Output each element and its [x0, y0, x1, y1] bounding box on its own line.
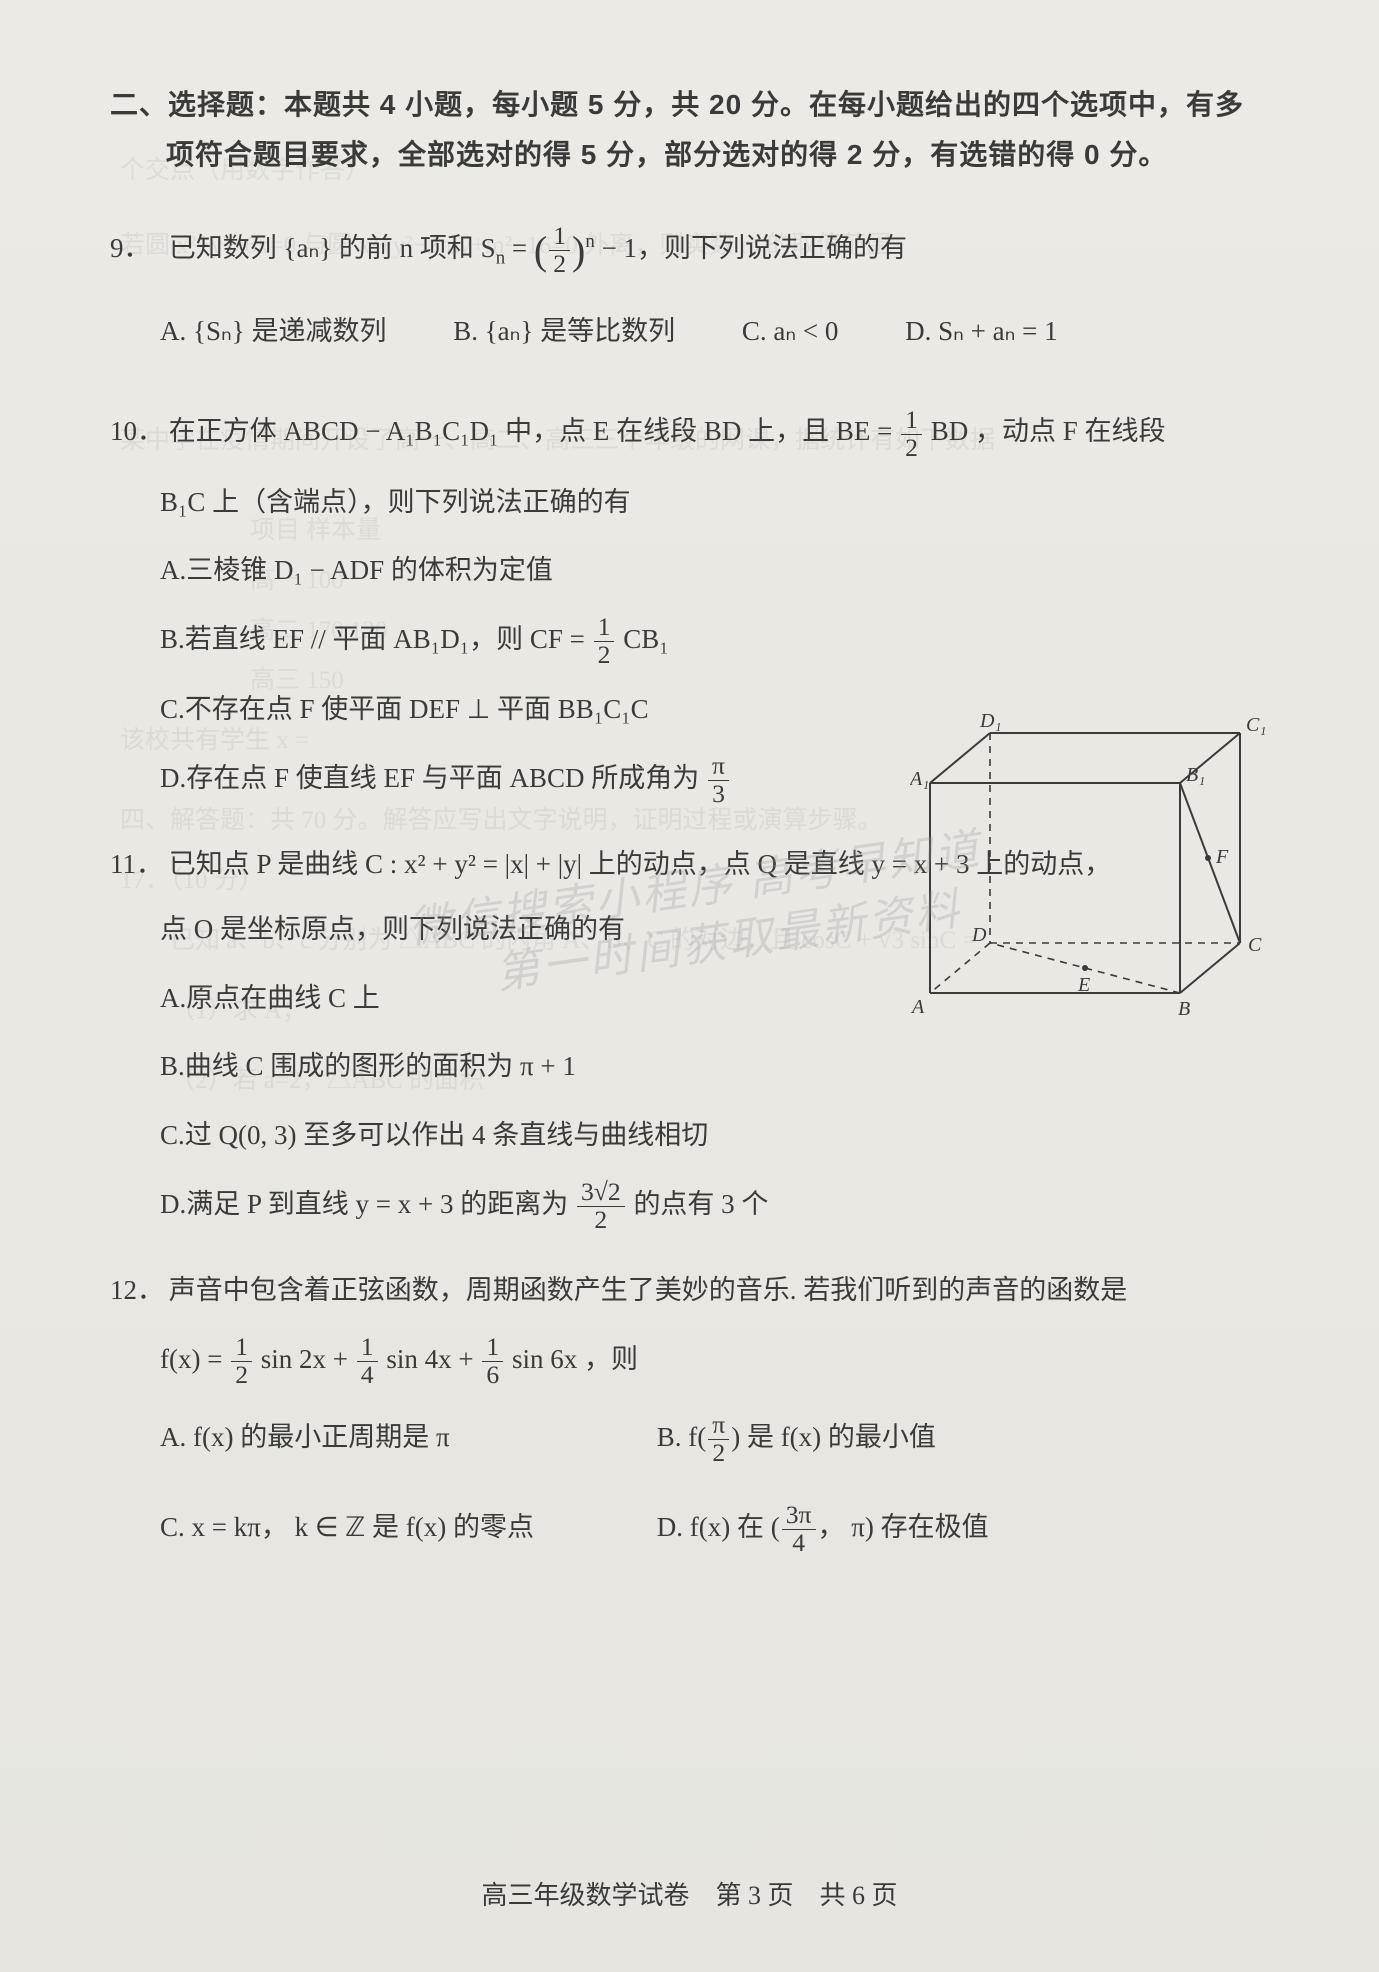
q9-rparen: ) [572, 228, 585, 273]
q10-optD-a: D.存在点 F 使直线 EF 与平面 ABCD 所成角为 [160, 763, 706, 793]
q9-option-d: D. Sₙ + aₙ = 1 [905, 303, 1057, 360]
cube-label-B: B [1178, 998, 1190, 1020]
q10-optB-frac-den: 2 [594, 642, 615, 669]
cube-point-E [1082, 965, 1088, 971]
q12-optB-frac-num: π [708, 1412, 729, 1440]
cube-label-D1: D₁ [979, 713, 1001, 732]
heading-line-2: 项符合题目要求，全部选对的得 5 分，部分选对的得 2 分，有选错的得 0 分。 [166, 139, 1167, 170]
q9-stem-pre: 已知数列 {aₙ} 的前 n 项和 S [169, 233, 496, 263]
q12-option-a: A. f(x) 的最小正周期是 π [160, 1409, 590, 1466]
q12-t2-sin: sin 4x + [380, 1344, 481, 1374]
q9-eq: = [505, 233, 534, 263]
q10-optB-a: B.若直线 EF // 平面 AB₁D₁，则 CF = [160, 624, 592, 654]
q12-t3-den: 6 [482, 1362, 503, 1389]
cube-svg: D₁ C₁ A₁ B₁ A B C D E F [910, 713, 1270, 1033]
q12-t3-frac: 16 [482, 1334, 503, 1389]
q9-frac-den: 2 [549, 251, 570, 278]
q12-t3-sin: sin 6x ，则 [505, 1344, 638, 1374]
q9-options: A. {Sₙ} 是递减数列 B. {aₙ} 是等比数列 C. aₙ < 0 D.… [160, 303, 1270, 376]
q12-number: 12． [110, 1262, 162, 1319]
q12-option-d: D. f(x) 在 (3π4， π) 存在极值 [657, 1499, 989, 1557]
q12-t2-num: 1 [357, 1334, 378, 1362]
q12-options-row1: A. f(x) 的最小正周期是 π B. f(π2) 是 f(x) 的最小值 [160, 1409, 1270, 1483]
q10-optD-frac-den: 3 [708, 781, 729, 808]
q12-t3-num: 1 [482, 1334, 503, 1362]
q10-option-b: B.若直线 EF // 平面 AB₁D₁，则 CF = 12 CB₁ [160, 611, 1270, 669]
q12-optB-frac: π2 [708, 1412, 729, 1467]
q10-option-a: A.三棱锥 D₁ − ADF 的体积为定值 [160, 542, 1270, 599]
q10-frac1-num: 1 [901, 407, 922, 435]
q11-optD-frac: 3√22 [577, 1179, 625, 1234]
q10-optB-frac: 12 [594, 614, 615, 669]
q9-frac: 12 [549, 223, 570, 278]
q9-exp-n: n [585, 231, 594, 252]
q10-frac1: 12 [901, 407, 922, 462]
cube-point-F [1205, 855, 1211, 861]
q12-t2-frac: 14 [357, 1334, 378, 1389]
cube-label-F: F [1215, 846, 1229, 868]
cube-label-C1: C₁ [1246, 714, 1266, 736]
q12-options-row2: C. x = kπ， k ∈ ℤ 是 f(x) 的零点 D. f(x) 在 (3… [160, 1499, 1270, 1573]
q12-optD-frac-den: 4 [782, 1530, 816, 1557]
q12-optD-frac-num: 3π [782, 1502, 816, 1530]
q9-option-c: C. aₙ < 0 [742, 303, 838, 360]
q11-optD-a: D.满足 P 到直线 y = x + 3 的距离为 [160, 1189, 575, 1219]
q10-frac1-den: 2 [901, 435, 922, 462]
cube-label-D: D [971, 924, 987, 946]
q10-stem-l1b: BD ，动点 F 在线段 [924, 416, 1166, 446]
question-10: 10． 在正方体 ABCD − A₁B₁C₁D₁ 中，点 E 在线段 BD 上，… [110, 403, 1270, 808]
q10-stem-l1: 在正方体 ABCD − A₁B₁C₁D₁ 中，点 E 在线段 BD 上，且 BE… [169, 416, 1166, 446]
q12-t2-den: 4 [357, 1362, 378, 1389]
q9-option-b: B. {aₙ} 是等比数列 [453, 303, 675, 360]
q12-option-c: C. x = kπ， k ∈ ℤ 是 f(x) 的零点 [160, 1499, 590, 1556]
question-9: 9． 已知数列 {aₙ} 的前 n 项和 Sn = (12)n − 1，则下列说… [110, 209, 1270, 376]
q9-number: 9． [110, 220, 162, 277]
q9-stem-post: − 1，则下列说法正确的有 [595, 233, 907, 263]
q12-optD-b: ， π) 存在极值 [818, 1512, 989, 1542]
q12-t1-frac: 12 [231, 1334, 252, 1389]
q12-fx-lhs: f(x) = [160, 1344, 229, 1374]
q10-stem-l1a: 在正方体 ABCD − A₁B₁C₁D₁ 中，点 E 在线段 BD 上，且 BE… [169, 416, 899, 446]
q10-optD-frac: π3 [708, 753, 729, 808]
q12-t1-num: 1 [231, 1334, 252, 1362]
q10-optB-frac-num: 1 [594, 614, 615, 642]
q10-optB-b: CB₁ [616, 624, 668, 654]
q11-option-b: B.曲线 C 围成的图形的面积为 π + 1 [160, 1038, 1270, 1095]
q9-frac-num: 1 [549, 223, 570, 251]
heading-line-1: 二、选择题：本题共 4 小题，每小题 5 分，共 20 分。在每小题给出的四个选… [110, 89, 1244, 120]
q12-optB-frac-den: 2 [708, 1440, 729, 1467]
q9-option-a: A. {Sₙ} 是递减数列 [160, 303, 386, 360]
q12-optD-a: D. f(x) 在 ( [657, 1512, 780, 1542]
exam-page: 二、选择题：本题共 4 小题，每小题 5 分，共 20 分。在每小题给出的四个选… [110, 80, 1270, 1573]
q11-number: 11． [110, 836, 162, 893]
q10-number: 10． [110, 403, 162, 460]
q12-t1-den: 2 [231, 1362, 252, 1389]
cube-label-A1: A₁ [910, 768, 929, 790]
cube-label-B1: B₁ [1186, 764, 1205, 786]
q11-option-c: C.过 Q(0, 3) 至多可以作出 4 条直线与曲线相切 [160, 1107, 1270, 1164]
q9-stem: 已知数列 {aₙ} 的前 n 项和 Sn = (12)n − 1，则下列说法正确… [169, 233, 907, 263]
page-footer: 高三年级数学试卷 第 3 页 共 6 页 [0, 1875, 1379, 1912]
q10-optD-frac-num: π [708, 753, 729, 781]
q11-optD-frac-num: 3√2 [577, 1179, 625, 1207]
q12-optD-frac: 3π4 [782, 1502, 816, 1557]
q11-optD-frac-den: 2 [577, 1207, 625, 1234]
cube-label-C: C [1248, 934, 1262, 956]
q9-lparen: ( [534, 228, 547, 273]
q12-optB-b: ) 是 f(x) 的最小值 [731, 1422, 936, 1452]
q11-option-d: D.满足 P 到直线 y = x + 3 的距离为 3√22 的点有 3 个 [160, 1176, 1270, 1234]
cube-label-E: E [1077, 974, 1090, 996]
q12-fx: f(x) = 12 sin 2x + 14 sin 4x + 16 sin 6x… [160, 1331, 1270, 1389]
q11-optD-b: 的点有 3 个 [627, 1189, 769, 1219]
q12-stem-l1: 声音中包含着正弦函数，周期函数产生了美妙的音乐. 若我们听到的声音的函数是 [169, 1275, 1128, 1305]
section-heading: 二、选择题：本题共 4 小题，每小题 5 分，共 20 分。在每小题给出的四个选… [110, 80, 1270, 181]
q12-option-b: B. f(π2) 是 f(x) 的最小值 [657, 1409, 936, 1467]
cube-figure: D₁ C₁ A₁ B₁ A B C D E F [910, 713, 1270, 1033]
question-12: 12． 声音中包含着正弦函数，周期函数产生了美妙的音乐. 若我们听到的声音的函数… [110, 1262, 1270, 1573]
cube-label-A: A [910, 996, 925, 1018]
q9-sub-n: n [496, 247, 505, 268]
q10-stem-l2: B₁C 上（含端点），则下列说法正确的有 [160, 474, 1270, 531]
q12-t1-sin: sin 2x + [254, 1344, 355, 1374]
q12-optB-a: B. f( [657, 1422, 707, 1452]
